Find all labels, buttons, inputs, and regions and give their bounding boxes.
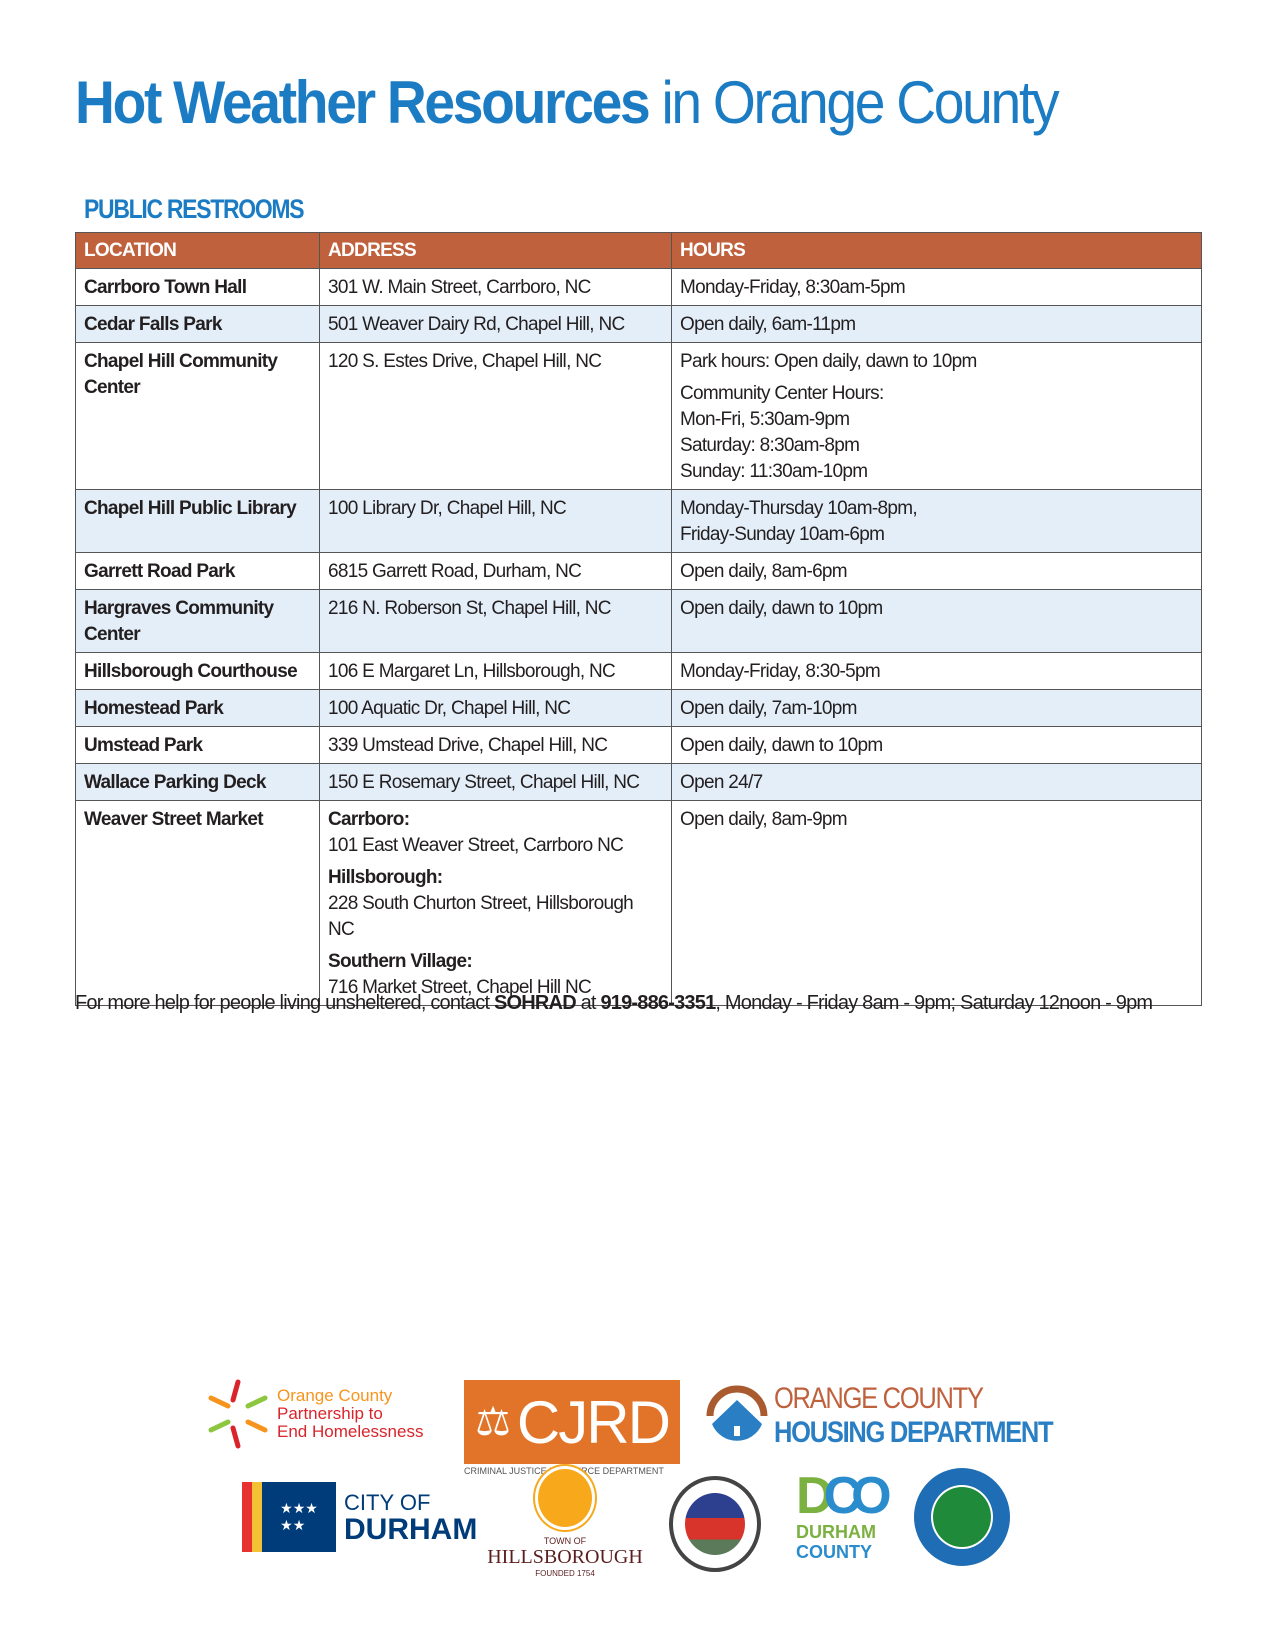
footer-note: For more help for people living unshelte… — [75, 992, 1153, 1014]
table-row: Umstead Park 339 Umstead Drive, Chapel Hi… — [75, 726, 1202, 764]
column-header: LOCATION — [75, 232, 320, 269]
hours-cell: Monday-Friday, 8:30-5pm — [671, 652, 1202, 690]
carrboro-seal — [669, 1476, 761, 1572]
hours-cell: Open daily, 7am-10pm — [671, 689, 1202, 727]
location-cell: Wallace Parking Deck — [75, 763, 320, 801]
address-cell: Carrboro: 101 East Weaver Street, Carrbor… — [319, 800, 672, 1006]
hours-cell: Open daily, 8am-6pm — [671, 552, 1202, 590]
stars-icon: ★★★ ★★ — [262, 1482, 336, 1552]
table-row: Wallace Parking Deck 150 E Rosemary Stree… — [75, 763, 1202, 801]
column-header: ADDRESS — [319, 232, 672, 269]
hours-cell: Open daily, dawn to 10pm — [671, 726, 1202, 764]
hours-cell: Park hours: Open daily, dawn to 10pm Comm… — [671, 342, 1202, 490]
table-row: Garrett Road Park 6815 Garrett Road, Durh… — [75, 552, 1202, 590]
location-cell: Carrboro Town Hall — [75, 268, 320, 306]
ocpeh-mark-icon — [208, 1379, 268, 1449]
table-row: Chapel Hill Public Library 100 Library Dr… — [75, 489, 1202, 553]
address-cell: 100 Aquatic Dr, Chapel Hill, NC — [319, 689, 672, 727]
branch-address: 228 South Churton Street, Hillsborough N… — [328, 893, 634, 940]
location-cell: Chapel Hill Public Library — [75, 489, 320, 553]
cjrd-logo: ⚖CJRD CRIMINAL JUSTICE RESOURCE DEPARTME… — [464, 1380, 680, 1476]
hours-cell: Monday-Thursday 10am-8pm, Friday-Sunday 1… — [671, 489, 1202, 553]
table-row: Cedar Falls Park 501 Weaver Dairy Rd, Cha… — [75, 305, 1202, 343]
table-row: Hillsborough Courthouse 106 E Margaret Ln… — [75, 652, 1202, 690]
location-cell: Hargraves Community Center — [75, 589, 320, 653]
location-cell: Hillsborough Courthouse — [75, 652, 320, 690]
branch-label: Hillsborough: — [328, 867, 443, 888]
table-row: Carrboro Town Hall 301 W. Main Street, Ca… — [75, 268, 1202, 306]
table-row: Weaver Street Market Carrboro: 101 East We… — [75, 800, 1202, 1006]
location-cell: Weaver Street Market — [75, 800, 320, 1006]
address-cell: 501 Weaver Dairy Rd, Chapel Hill, NC — [319, 305, 672, 343]
address-cell: 100 Library Dr, Chapel Hill, NC — [319, 489, 672, 553]
address-cell: 301 W. Main Street, Carrboro, NC — [319, 268, 672, 306]
branch-address: 101 East Weaver Street, Carrboro NC — [328, 835, 624, 856]
address-cell: 216 N. Roberson St, Chapel Hill, NC — [319, 589, 672, 653]
branch-address: 716 Market Street, Chapel Hill NC — [328, 977, 592, 998]
hours-cell: Monday-Friday, 8:30am-5pm — [671, 268, 1202, 306]
hours-cell: Open 24/7 — [671, 763, 1202, 801]
table-row: Homestead Park 100 Aquatic Dr, Chapel Hil… — [75, 689, 1202, 727]
location-cell: Homestead Park — [75, 689, 320, 727]
location-cell: Garrett Road Park — [75, 552, 320, 590]
ochd-logo: ORANGE COUNTY HOUSING DEPARTMENT — [706, 1382, 1101, 1450]
location-cell: Chapel Hill Community Center — [75, 342, 320, 490]
hours-cell: Open daily, 6am-11pm — [671, 305, 1202, 343]
location-cell: Umstead Park — [75, 726, 320, 764]
page-title: Hot Weather Resources in Orange County — [75, 69, 1060, 136]
restrooms-table: LOCATION ADDRESS HOURS Carrboro Town Hall 3… — [75, 232, 1202, 1006]
city-of-durham-logo: ★★★ ★★ CITY OF DURHAM — [242, 1482, 477, 1552]
ocpeh-logo: Orange County Partnership to End Homelessn… — [203, 1378, 423, 1450]
durham-county-logo: DCO DURHAM COUNTY — [796, 1467, 892, 1562]
section-title: PUBLIC RESTROOMS — [84, 194, 305, 224]
address-cell: 339 Umstead Drive, Chapel Hill, NC — [319, 726, 672, 764]
chapel-hill-logo — [914, 1468, 1010, 1566]
hours-cell: Open daily, dawn to 10pm — [671, 589, 1202, 653]
address-cell: 106 E Margaret Ln, Hillsborough, NC — [319, 652, 672, 690]
branch-label: Carrboro: — [328, 809, 410, 830]
hillsborough-logo: TOWN OF HILLSBOROUGH FOUNDED 1754 — [487, 1464, 643, 1578]
column-header: HOURS — [671, 232, 1202, 269]
address-cell: 6815 Garrett Road, Durham, NC — [319, 552, 672, 590]
address-cell: 150 E Rosemary Street, Chapel Hill, NC — [319, 763, 672, 801]
branch-label: Southern Village: — [328, 951, 473, 972]
table-row: Chapel Hill Community Center 120 S. Estes… — [75, 342, 1202, 490]
table-row: Hargraves Community Center 216 N. Roberso… — [75, 589, 1202, 653]
address-cell: 120 S. Estes Drive, Chapel Hill, NC — [319, 342, 672, 490]
hours-cell: Open daily, 8am-9pm — [671, 800, 1202, 1006]
location-cell: Cedar Falls Park — [75, 305, 320, 343]
house-icon — [706, 1385, 768, 1441]
